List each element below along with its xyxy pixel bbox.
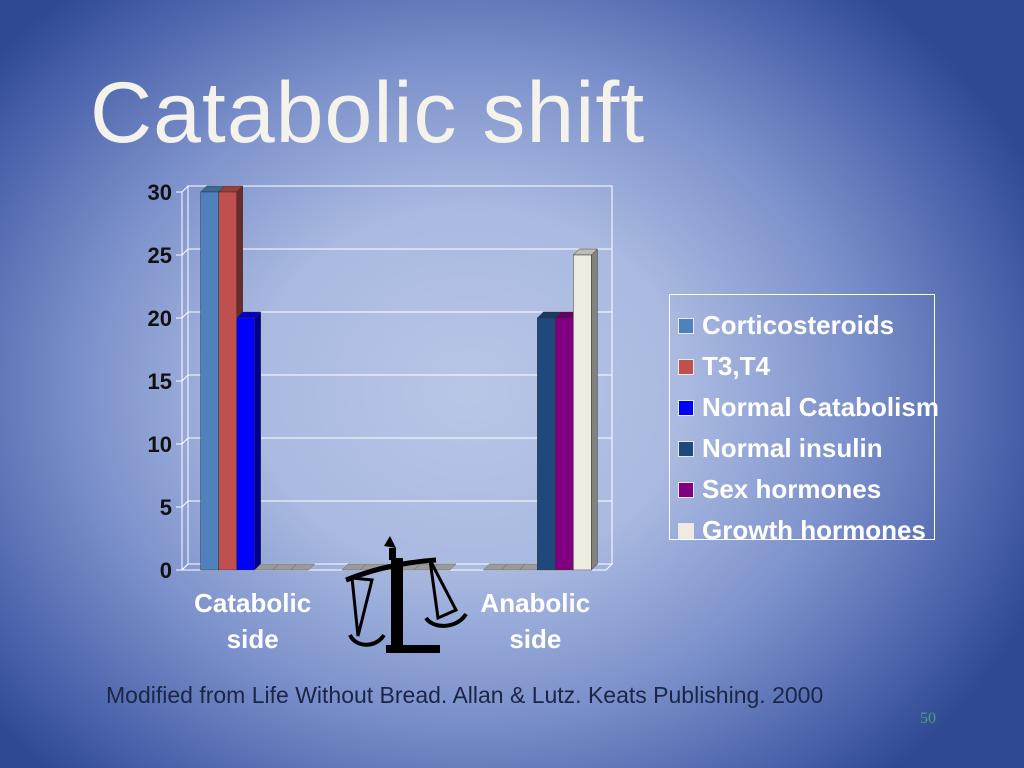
legend-label: Corticosteroids xyxy=(702,310,895,340)
legend-label: Normal insulin xyxy=(702,433,883,463)
legend-label: Normal Catabolism xyxy=(702,392,939,422)
legend-item: Corticosteroids xyxy=(678,305,934,346)
gridline-side xyxy=(181,311,189,319)
source-citation: Modified from Life Without Bread. Allan … xyxy=(106,682,824,708)
chart-floor xyxy=(180,563,614,571)
legend-item: Growth hormones xyxy=(678,510,934,551)
gridline-side xyxy=(181,374,189,382)
y-tick-label: 5 xyxy=(160,495,172,520)
legend-item: Normal Catabolism xyxy=(678,387,939,428)
x-category-label: Anabolic side xyxy=(480,588,590,654)
bar-normal-catabolism-0 xyxy=(236,311,262,571)
y-tick-label: 10 xyxy=(148,432,172,457)
x-category-label: Catabolic side xyxy=(194,588,311,654)
legend-item: Normal insulin xyxy=(678,428,934,469)
y-tick-label: 0 xyxy=(160,558,172,583)
x-category-labels: Catabolic side Anabolic side xyxy=(194,588,590,654)
legend-swatch xyxy=(678,317,694,334)
bar-growth-hormones-0 xyxy=(290,563,316,571)
bar-growth-hormones-2 xyxy=(572,248,598,571)
y-tick-label: 20 xyxy=(148,306,172,331)
gridline-side xyxy=(181,437,189,445)
legend-item: Sex hormones xyxy=(678,469,934,510)
page-number: 50 xyxy=(920,710,936,727)
legend-swatch xyxy=(678,522,694,539)
y-tick-label: 25 xyxy=(148,243,172,268)
legend-swatch xyxy=(678,399,694,416)
gridline-side xyxy=(181,185,189,193)
scales-icon xyxy=(345,536,468,653)
legend-item: T3,T4 xyxy=(678,346,934,387)
chart-legend: Corticosteroids T3,T4 Normal Catabolism Nor… xyxy=(669,294,939,545)
legend-label: Growth hormones xyxy=(702,515,926,545)
legend-swatch xyxy=(678,358,694,375)
y-tick-label: 15 xyxy=(148,369,172,394)
slide-title: Catabolic shift xyxy=(90,65,646,161)
bar-growth-hormones-1 xyxy=(431,563,457,571)
gridline-side xyxy=(181,500,189,508)
legend-swatch xyxy=(678,440,694,457)
legend-swatch xyxy=(678,481,694,498)
y-tick-labels: 0 5 10 15 20 25 30 xyxy=(148,180,172,583)
y-tick-label: 30 xyxy=(148,180,172,205)
bars-group xyxy=(200,185,598,571)
legend-label: Sex hormones xyxy=(702,474,882,504)
gridline-side xyxy=(181,248,189,256)
legend-label: T3,T4 xyxy=(702,351,770,381)
